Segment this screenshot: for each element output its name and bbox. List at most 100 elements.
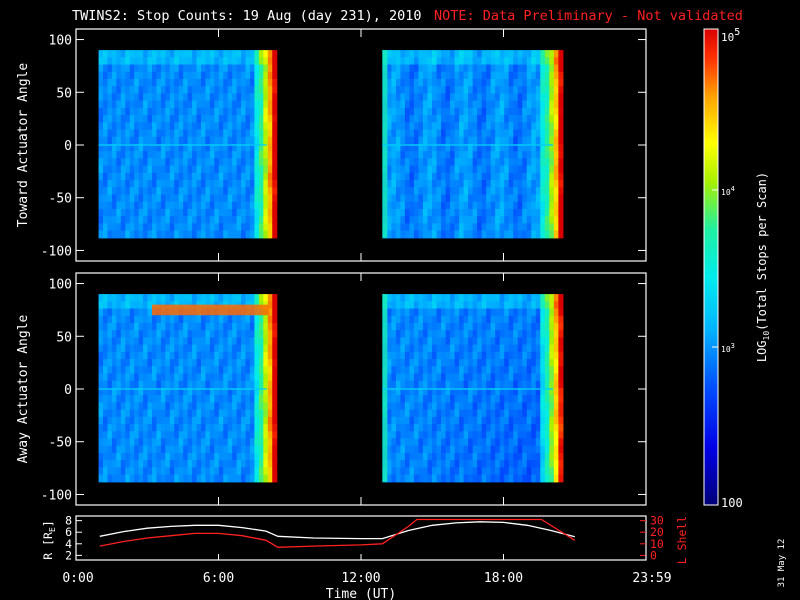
toward-heat-cell	[395, 122, 402, 131]
away-heat-cell	[432, 373, 438, 382]
away-heat-cell	[513, 359, 519, 367]
away-heat-cell	[535, 330, 541, 339]
away-heat-cell	[134, 301, 140, 310]
away-heat-cell	[504, 452, 510, 461]
away-heat-cell	[103, 344, 109, 353]
away-heat-cell	[386, 460, 392, 468]
preliminary-note: NOTE: Data Preliminary - Not validated	[434, 8, 743, 24]
away-heat-cell	[386, 366, 392, 375]
away-heat-cell	[404, 330, 411, 339]
toward-heat-cell	[468, 151, 474, 159]
away-heat-cell	[495, 344, 501, 353]
away-heat-cell	[540, 330, 546, 339]
toward-heat-cell	[129, 100, 135, 109]
away-heat-cell	[192, 402, 198, 411]
toward-heat-cell	[495, 165, 501, 174]
away-heat-cell	[156, 460, 162, 468]
away-heat-cell	[209, 373, 215, 382]
away-y-tick-label: -100	[41, 488, 72, 503]
toward-heat-cell	[450, 136, 456, 145]
away-heat-cell	[450, 294, 456, 302]
toward-heat-cell	[187, 216, 193, 224]
toward-heat-cell	[422, 208, 429, 217]
toward-heat-cell	[504, 122, 510, 131]
away-heat-cell	[192, 322, 198, 331]
away-heat-cell	[245, 366, 251, 375]
away-heat-cell	[214, 322, 220, 331]
away-heat-cell	[107, 416, 113, 425]
away-heat-cell	[477, 474, 483, 483]
toward-heat-cell	[103, 93, 109, 102]
toward-heat-cell	[463, 201, 469, 210]
away-heat-cell	[107, 438, 113, 447]
toward-heat-cell	[232, 180, 238, 188]
toward-heat-cell	[517, 93, 523, 102]
away-heat-cell	[445, 337, 451, 346]
time-tick-label: 23:59	[632, 571, 671, 586]
toward-heat-cell	[98, 115, 104, 123]
away-heat-cell	[544, 395, 550, 403]
toward-heat-cell	[120, 143, 126, 152]
toward-heat-cell	[472, 122, 478, 131]
toward-heat-cell	[214, 115, 220, 123]
away-heat-cell	[165, 380, 171, 389]
toward-heat-cell	[107, 143, 113, 152]
away-heat-cell	[165, 344, 171, 353]
toward-heat-cell	[391, 180, 397, 188]
away-heat-cell	[134, 322, 140, 331]
away-heat-cell	[504, 409, 510, 418]
toward-heat-cell	[107, 158, 113, 167]
away-heat-cell	[147, 351, 153, 360]
toward-heat-cell	[249, 57, 256, 66]
toward-heat-cell	[218, 93, 224, 102]
toward-heat-cell	[134, 151, 140, 159]
away-heat-cell	[267, 322, 273, 331]
toward-heat-cell	[272, 86, 278, 95]
toward-heat-cell	[165, 100, 171, 109]
toward-heat-cell	[468, 129, 474, 138]
away-heat-cell	[205, 474, 211, 483]
toward-heat-cell	[183, 223, 189, 232]
toward-heat-cell	[160, 93, 166, 102]
toward-heat-cell	[236, 223, 242, 232]
away-heat-cell	[549, 380, 555, 389]
away-heat-cell	[490, 438, 496, 447]
away-heat-cell	[227, 445, 233, 454]
toward-heat-cell	[209, 129, 215, 138]
away-heat-cell	[125, 424, 131, 432]
away-heat-cell	[223, 351, 229, 360]
toward-heat-cell	[558, 86, 564, 95]
away-heat-cell	[454, 409, 460, 418]
toward-heat-cell	[223, 230, 229, 239]
toward-heat-cell	[111, 151, 117, 159]
toward-heat-cell	[508, 136, 514, 145]
away-heat-cell	[200, 330, 207, 339]
away-heat-cell	[98, 424, 104, 432]
away-heat-cell	[254, 294, 260, 302]
away-heat-cell	[409, 460, 415, 468]
away-heat-cell	[477, 301, 483, 310]
away-heat-cell	[245, 387, 251, 396]
toward-heat-cell	[391, 194, 397, 203]
toward-heat-cell	[477, 223, 483, 232]
toward-heat-cell	[422, 165, 429, 174]
away-heat-cell	[459, 344, 465, 353]
toward-heat-cell	[544, 86, 550, 95]
toward-heat-cell	[549, 187, 555, 196]
toward-heat-cell	[531, 230, 537, 239]
away-heat-cell	[120, 431, 126, 440]
away-heat-cell	[517, 337, 523, 346]
toward-heat-cell	[495, 100, 501, 109]
away-heat-cell	[245, 344, 251, 353]
toward-heat-cell	[187, 100, 193, 109]
away-heat-cell	[504, 460, 510, 468]
toward-heat-cell	[409, 93, 415, 102]
toward-heat-cell	[454, 107, 460, 116]
toward-heat-cell	[499, 86, 505, 95]
away-heat-cell	[395, 337, 402, 346]
away-heat-cell	[544, 344, 550, 353]
toward-heat-cell	[183, 216, 189, 224]
toward-heat-cell	[553, 115, 559, 123]
away-heat-cell	[223, 315, 229, 324]
away-heat-cell	[129, 395, 135, 403]
